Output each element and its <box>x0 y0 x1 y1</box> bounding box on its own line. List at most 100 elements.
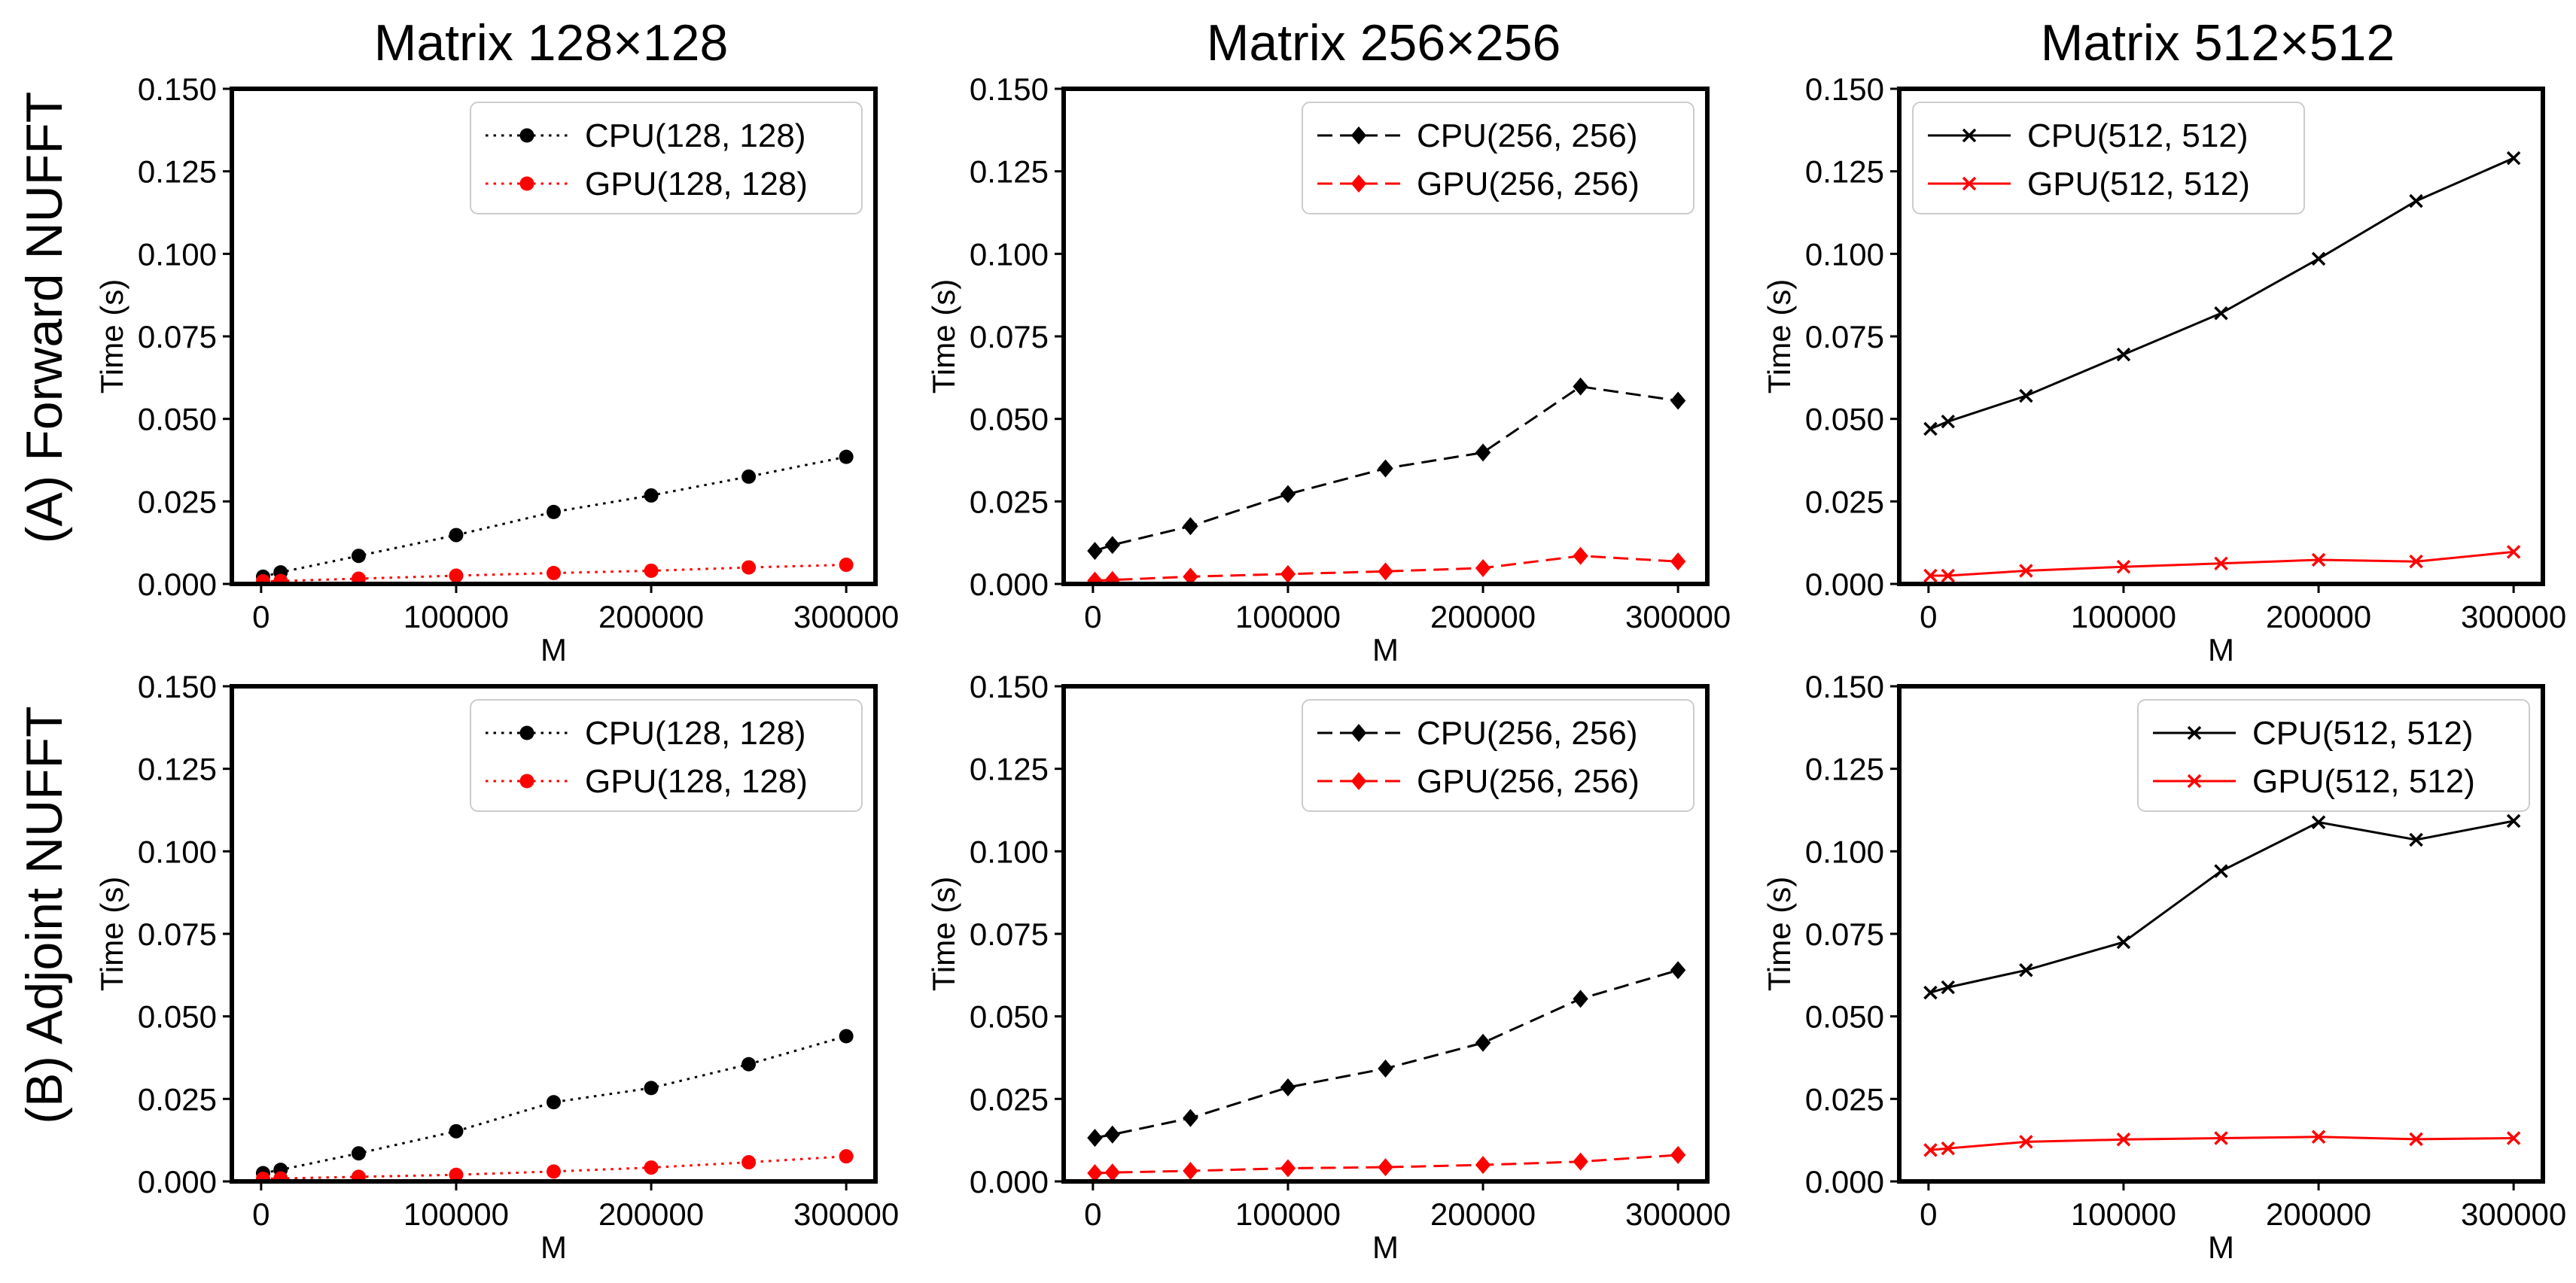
y-tick-label: 0.025 <box>138 484 217 519</box>
y-tick-label: 0.075 <box>970 917 1049 952</box>
data-point <box>1941 1141 1956 1156</box>
x-tick-label: 200000 <box>1430 1196 1536 1232</box>
data-point <box>351 1169 366 1181</box>
series-line <box>1095 968 1679 1139</box>
series-line <box>1095 385 1679 552</box>
data-point <box>255 1171 270 1181</box>
series-line <box>1930 819 2514 994</box>
column-title-512: Matrix 512×512 <box>2041 14 2395 71</box>
data-point <box>1941 568 1956 583</box>
y-tick-label: 0.125 <box>1805 154 1884 190</box>
legend-label: GPU(512, 512) <box>2027 166 2250 202</box>
y-tick-label: 0.125 <box>138 154 217 190</box>
y-tick-label: 0.150 <box>138 669 217 704</box>
data-point <box>547 1095 561 1110</box>
y-tick-label: 0.150 <box>970 71 1049 107</box>
x-tick-label: 100000 <box>1235 599 1341 634</box>
y-axis-label: Time (s) <box>1761 279 1797 394</box>
series-group <box>255 1029 854 1181</box>
subplot-panel: 0.000 0.025 0.050 0.075 0.100 0.125 0.150 0 1000… <box>1761 669 2566 1265</box>
axes-frame <box>1061 684 1710 1184</box>
x-tick-label: 100000 <box>403 1196 509 1232</box>
data-point <box>1670 552 1686 571</box>
data-point <box>547 504 561 519</box>
data-point <box>2019 963 2033 977</box>
subplot-panel: 0.000 0.025 0.050 0.075 0.100 0.125 0.150 0 1000… <box>94 71 899 667</box>
legend-label: GPU(128, 128) <box>585 763 808 800</box>
data-point <box>1378 459 1393 478</box>
y-tick-label: 0.150 <box>970 669 1049 704</box>
data-point <box>2116 559 2131 574</box>
data-point <box>2116 935 2131 950</box>
y-tick-label: 0.025 <box>970 484 1049 519</box>
axes-frame <box>1897 87 2545 586</box>
data-point <box>2506 150 2521 166</box>
data-point <box>2311 251 2326 266</box>
data-point <box>2506 1131 2521 1145</box>
x-tick-label: 0 <box>1920 1196 1937 1232</box>
data-point <box>1941 414 1956 429</box>
x-tick-label: 0 <box>252 1196 269 1232</box>
legend-marker <box>1962 128 1977 143</box>
data-point <box>1104 1125 1120 1144</box>
legend: CPU(512, 512) GPU(512, 512) <box>1912 102 2305 214</box>
data-point <box>273 573 288 584</box>
data-point <box>2019 1135 2033 1149</box>
x-tick-label: 100000 <box>2071 1196 2176 1232</box>
y-tick-label: 0.050 <box>1805 999 1884 1035</box>
data-point <box>255 573 270 584</box>
axes-frame <box>230 684 878 1184</box>
y-tick-label: 0.125 <box>138 752 217 787</box>
y-tick-label: 0.150 <box>1805 71 1884 107</box>
x-axis-label: M <box>1372 632 1399 667</box>
axes-frame <box>1897 684 2545 1184</box>
x-tick-label: 0 <box>252 599 269 634</box>
legend-marker <box>519 128 534 143</box>
column-title-128: Matrix 128×128 <box>374 14 729 71</box>
data-point <box>1087 1129 1103 1148</box>
axes-frame <box>230 87 878 586</box>
x-axis-label: M <box>2208 632 2234 667</box>
data-point <box>1670 391 1686 410</box>
data-point <box>644 1081 659 1096</box>
data-point <box>1183 1108 1198 1127</box>
legend-label: CPU(256, 256) <box>1417 715 1637 752</box>
x-tick-label: 200000 <box>2266 599 2371 634</box>
y-tick-label: 0.075 <box>138 917 217 952</box>
data-point <box>2409 193 2423 208</box>
y-tick-label: 0.050 <box>138 402 217 437</box>
legend-marker <box>1350 772 1367 790</box>
data-point <box>1280 1159 1296 1178</box>
y-axis-label: Time (s) <box>94 877 129 991</box>
x-tick-label: 300000 <box>793 599 899 634</box>
data-point <box>1183 1161 1198 1180</box>
y-axis-label: Time (s) <box>1761 877 1797 991</box>
y-tick-label: 0.025 <box>970 1081 1049 1117</box>
series-line <box>1929 157 2514 430</box>
legend-label: CPU(128, 128) <box>585 715 805 752</box>
data-point <box>644 488 659 503</box>
data-point <box>644 1160 659 1175</box>
legend-marker <box>519 176 534 191</box>
data-point <box>1378 1158 1393 1177</box>
data-point <box>351 1146 366 1161</box>
data-point <box>741 469 757 484</box>
legend-marker <box>2187 725 2202 740</box>
data-point <box>2116 347 2131 362</box>
subplot-panel: 0.000 0.025 0.050 0.075 0.100 0.125 0.150 0 1000… <box>94 669 899 1265</box>
data-point <box>2409 554 2423 569</box>
legend: CPU(256, 256) GPU(256, 256) <box>1302 699 1694 812</box>
y-tick-label: 0.125 <box>1805 752 1884 787</box>
row-label-forward: (A) Forward NUFFT <box>16 92 73 544</box>
x-tick-label: 300000 <box>2461 1196 2566 1232</box>
x-tick-label: 100000 <box>2071 599 2176 634</box>
y-tick-label: 0.000 <box>970 1164 1049 1199</box>
legend-label: GPU(256, 256) <box>1417 763 1640 800</box>
series-group <box>255 449 854 584</box>
data-point <box>1670 1145 1686 1164</box>
y-tick-label: 0.025 <box>138 1081 217 1117</box>
data-point <box>839 558 854 573</box>
legend: CPU(128, 128) GPU(128, 128) <box>470 699 863 812</box>
data-point <box>1087 542 1103 561</box>
x-tick-label: 300000 <box>1625 1196 1731 1232</box>
